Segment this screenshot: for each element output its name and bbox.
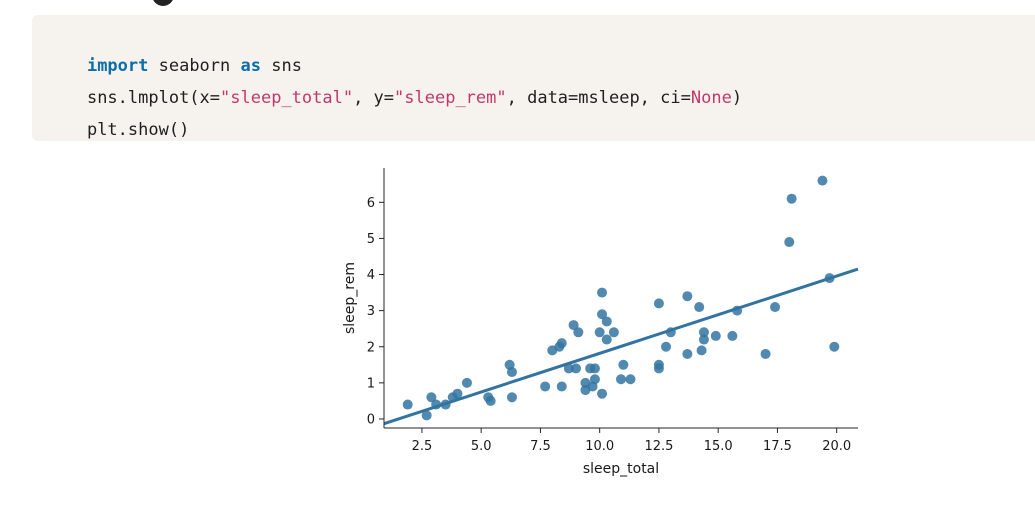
data-point bbox=[696, 345, 707, 356]
data-point bbox=[573, 327, 584, 338]
x-tick-label: 2.5 bbox=[412, 439, 433, 454]
code-line-3: plt.show() bbox=[46, 97, 189, 163]
data-point bbox=[817, 175, 828, 186]
data-point bbox=[616, 374, 626, 385]
data-point bbox=[682, 291, 693, 302]
scatter-chart: 2.5 5.0 7.5 10.0 12.5 15.0 17.5 20.0 0 1 2 3 4 5 6 sle… bbox=[342, 168, 859, 477]
y-tick-label: 1 bbox=[367, 376, 375, 391]
x-tick-label: 12.5 bbox=[644, 439, 673, 454]
data-point bbox=[452, 388, 463, 399]
data-point bbox=[727, 330, 738, 341]
data-point bbox=[608, 327, 619, 338]
string-literal: "sleep_rem" bbox=[394, 88, 507, 108]
data-point bbox=[506, 392, 517, 403]
data-point bbox=[426, 392, 437, 403]
x-tick-label: 10.0 bbox=[585, 439, 614, 454]
data-point bbox=[589, 363, 600, 374]
data-point bbox=[597, 287, 608, 298]
code-text: seaborn bbox=[148, 56, 241, 76]
data-point bbox=[625, 374, 636, 385]
code-block[interactable]: import seaborn as sns sns.lmplot(x="slee… bbox=[32, 15, 1035, 141]
data-point bbox=[563, 363, 574, 374]
data-point bbox=[694, 302, 705, 313]
keyword-as: as bbox=[240, 56, 261, 76]
data-point bbox=[618, 359, 629, 370]
x-axis-label: sleep_total bbox=[583, 461, 659, 477]
data-point bbox=[589, 374, 600, 385]
data-point bbox=[698, 334, 709, 345]
data-point bbox=[770, 302, 781, 313]
x-tick-label: 5.0 bbox=[471, 439, 492, 454]
data-point bbox=[570, 363, 581, 374]
x-tick-label: 20.0 bbox=[822, 439, 851, 454]
chart-output: 2.5 5.0 7.5 10.0 12.5 15.0 17.5 20.0 0 1 2 3 4 5 6 sle… bbox=[330, 160, 870, 490]
data-point bbox=[597, 388, 608, 399]
data-point bbox=[421, 410, 432, 421]
y-axis-label: sleep_rem bbox=[342, 262, 358, 334]
data-point bbox=[540, 381, 551, 392]
data-point bbox=[597, 309, 608, 320]
y-tick-label: 2 bbox=[367, 340, 375, 355]
y-tick-label: 3 bbox=[367, 304, 375, 319]
regression-line bbox=[383, 267, 859, 426]
x-tick-label: 17.5 bbox=[763, 439, 792, 454]
data-point bbox=[461, 377, 472, 388]
data-point bbox=[653, 363, 664, 374]
code-text: plt.show() bbox=[86, 120, 190, 140]
data-point bbox=[784, 237, 795, 248]
cropped-step-marker bbox=[152, 0, 174, 6]
none-literal: None bbox=[690, 88, 732, 108]
data-point bbox=[760, 348, 771, 359]
data-point bbox=[698, 327, 709, 338]
data-point bbox=[556, 338, 567, 349]
data-point bbox=[556, 381, 567, 392]
code-text: sns.lmplot(x= bbox=[86, 88, 221, 108]
x-tick-label: 15.0 bbox=[704, 439, 733, 454]
y-tick-label: 4 bbox=[367, 268, 375, 283]
data-point bbox=[653, 298, 664, 309]
string-literal: "sleep_total" bbox=[220, 88, 354, 108]
data-point bbox=[568, 320, 579, 331]
y-tick-label: 6 bbox=[367, 196, 375, 211]
data-point bbox=[506, 367, 517, 378]
data-point bbox=[786, 193, 797, 204]
data-point bbox=[402, 399, 413, 410]
code-line-1: import seaborn as sns bbox=[46, 33, 302, 99]
data-point bbox=[661, 341, 672, 352]
data-point bbox=[829, 341, 840, 352]
code-line-2: sns.lmplot(x="sleep_total", y="sleep_rem… bbox=[46, 65, 742, 131]
data-point bbox=[601, 316, 612, 327]
data-point bbox=[594, 327, 605, 338]
y-tick-label: 5 bbox=[367, 232, 375, 247]
y-tick-label: 0 bbox=[367, 412, 375, 427]
x-tick-label: 7.5 bbox=[530, 439, 551, 454]
data-point bbox=[485, 395, 496, 406]
data-point bbox=[682, 348, 693, 359]
code-text: , data=msleep, ci= bbox=[506, 88, 691, 108]
code-text: ) bbox=[731, 88, 743, 108]
code-text: sns bbox=[260, 56, 302, 76]
data-point bbox=[710, 330, 721, 341]
keyword-import: import bbox=[86, 56, 149, 76]
code-text: , y= bbox=[353, 88, 395, 108]
data-point bbox=[601, 334, 612, 345]
